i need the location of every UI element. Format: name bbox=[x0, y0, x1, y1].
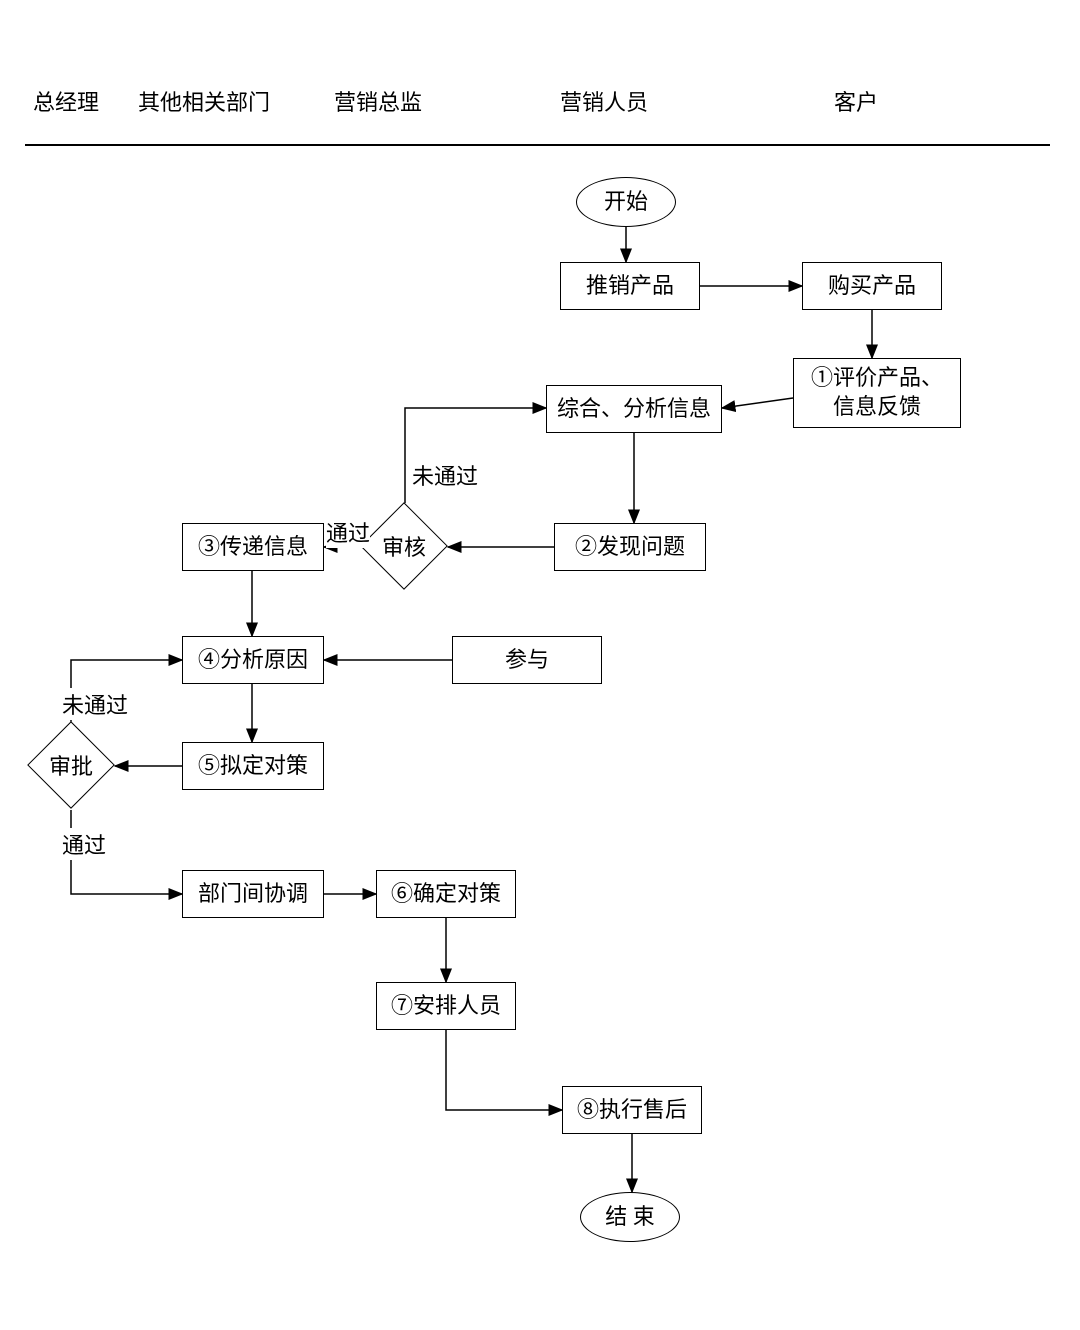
edge-label: 通过 bbox=[62, 828, 106, 860]
node-execute: ⑧执行售后 bbox=[562, 1086, 702, 1134]
node-find: ②发现问题 bbox=[554, 523, 706, 571]
node-audit: 审核 bbox=[373, 515, 435, 577]
edge-label: 未通过 bbox=[412, 459, 478, 491]
node-confirm: ⑥确定对策 bbox=[376, 870, 516, 918]
node-approve: 审批 bbox=[40, 734, 102, 796]
swimlane-header-2: 其他相关部门 bbox=[138, 85, 270, 117]
node-promote: 推销产品 bbox=[560, 262, 700, 310]
swimlane-header-3: 营销总监 bbox=[334, 85, 422, 117]
swimlane-header-5: 客户 bbox=[834, 85, 878, 117]
node-participate: 参与 bbox=[452, 636, 602, 684]
node-audit-label: 审核 bbox=[373, 515, 435, 577]
node-coord: 部门间协调 bbox=[182, 870, 324, 918]
node-analyze2: ④分析原因 bbox=[182, 636, 324, 684]
node-feedback: ①评价产品、信息反馈 bbox=[793, 358, 961, 428]
edge-label: 未通过 bbox=[62, 688, 128, 720]
node-plan: ⑤拟定对策 bbox=[182, 742, 324, 790]
swimlane-divider bbox=[25, 144, 1050, 146]
node-approve-label: 审批 bbox=[40, 734, 102, 796]
swimlane-header-1: 总经理 bbox=[33, 85, 99, 117]
node-buy: 购买产品 bbox=[802, 262, 942, 310]
node-start: 开始 bbox=[576, 177, 676, 227]
node-analyze: 综合、分析信息 bbox=[546, 385, 722, 433]
node-end: 结 束 bbox=[580, 1192, 680, 1242]
edge-label: 通过 bbox=[326, 516, 370, 548]
swimlane-header-4: 营销人员 bbox=[560, 85, 648, 117]
node-transmit: ③传递信息 bbox=[182, 523, 324, 571]
node-assign: ⑦安排人员 bbox=[376, 982, 516, 1030]
